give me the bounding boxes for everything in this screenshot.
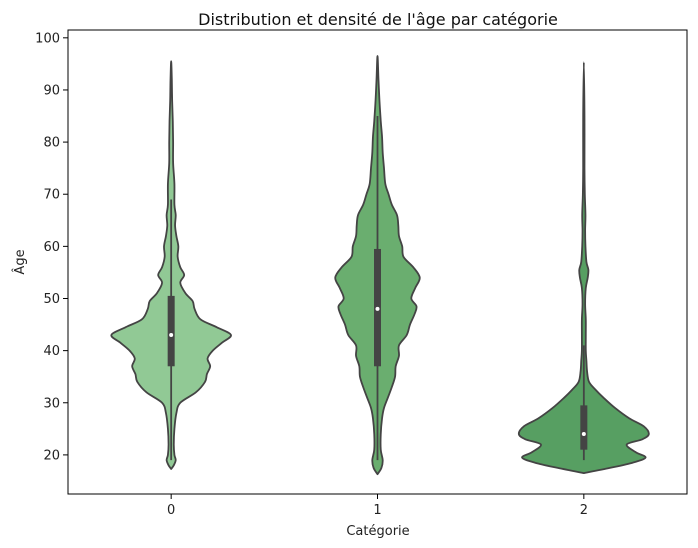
violin-2 [517,61,650,475]
chart-title: Distribution et densité de l'âge par cat… [198,10,558,29]
x-tick-label: 2 [580,503,588,518]
violin-1 [334,55,421,476]
violin-iqr-box [167,295,175,367]
violin-0 [110,60,232,470]
violin-median-dot [169,332,174,337]
violin-body [517,61,650,475]
violin-iqr-box [580,405,588,450]
y-tick-label: 70 [43,188,60,203]
y-tick-label: 40 [43,344,60,359]
y-axis-label: Âge [12,249,28,274]
violin-median-dot [581,432,586,437]
x-tick-label: 0 [167,503,175,518]
x-axis-ticks: 0 1 2 [167,494,588,518]
y-tick-label: 20 [43,448,60,463]
violin-layer [110,55,650,476]
y-tick-label: 30 [43,396,60,411]
y-tick-label: 90 [43,83,60,98]
violin-median-dot [375,306,380,311]
y-tick-label: 80 [43,136,60,151]
x-axis-label: Catégorie [346,524,409,539]
y-axis-ticks: 20 30 40 50 60 70 80 90 100 [35,31,68,463]
x-tick-label: 1 [373,503,381,518]
y-tick-label: 60 [43,240,60,255]
y-tick-label: 100 [35,31,60,46]
y-tick-label: 50 [43,292,60,307]
